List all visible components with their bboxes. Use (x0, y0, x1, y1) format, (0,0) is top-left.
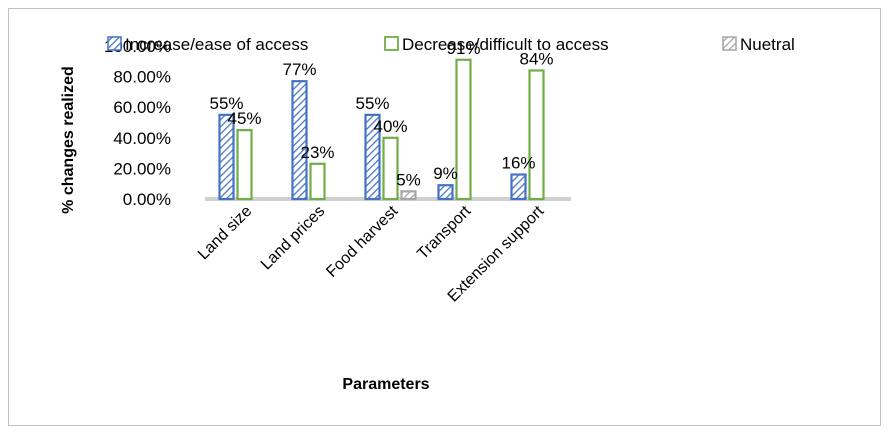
data-label: 16% (501, 154, 535, 173)
bar (309, 162, 326, 201)
bar (455, 58, 472, 201)
data-labels: 55%45%77%23%55%40%5% 9%91%16%84% (209, 39, 553, 190)
data-label: 84% (519, 49, 553, 68)
y-axis-title: % changes realized (60, 66, 77, 214)
category-label: Transport (414, 202, 474, 262)
y-tick-label: 80.00% (113, 68, 171, 87)
data-label: 45% (227, 109, 261, 128)
bar (510, 173, 527, 201)
legend-label-decrease: Decrease/difficult to access (402, 35, 609, 54)
data-label: 55% (355, 94, 389, 113)
category-label: Land size (195, 203, 256, 264)
data-label: 91% (446, 39, 480, 58)
bar (236, 129, 253, 201)
y-tick-label: 0.00% (123, 190, 171, 209)
y-axis-tick-labels: 0.00%20.00%40.00%60.00%80.00%100.00% (104, 37, 171, 209)
category-label: Food harvest (323, 202, 401, 280)
data-label: 55% (209, 94, 243, 113)
x-axis-title: Parameters (342, 376, 429, 393)
data-label: 9% (433, 164, 458, 183)
bar (400, 190, 417, 201)
data-label: 23% (300, 143, 334, 162)
category-label: Land prices (258, 203, 329, 274)
bar (218, 113, 235, 201)
bar (291, 80, 308, 201)
bars (218, 58, 545, 201)
bar (437, 184, 454, 201)
legend: Increase/ease of access Decrease/difficu… (107, 35, 795, 54)
legend-swatch-decrease (384, 36, 399, 51)
legend-swatch-neutral (722, 36, 737, 51)
data-label: 40% (373, 117, 407, 136)
y-tick-label: 40.00% (113, 129, 171, 148)
bar (364, 113, 381, 201)
legend-swatch-increase (107, 36, 122, 51)
data-label: 77% (282, 60, 316, 79)
y-tick-label: 60.00% (113, 98, 171, 117)
y-tick-label: 20.00% (113, 159, 171, 178)
legend-label-increase: Increase/ease of access (125, 35, 308, 54)
bar (528, 69, 545, 201)
legend-item-increase: Increase/ease of access (107, 35, 308, 54)
legend-item-neutral: Nuetral (722, 35, 795, 54)
chart-frame (8, 8, 881, 426)
legend-label-neutral: Nuetral (740, 35, 795, 54)
data-label: 5% (396, 170, 421, 189)
legend-item-decrease: Decrease/difficult to access (384, 35, 609, 54)
bar (382, 136, 399, 201)
